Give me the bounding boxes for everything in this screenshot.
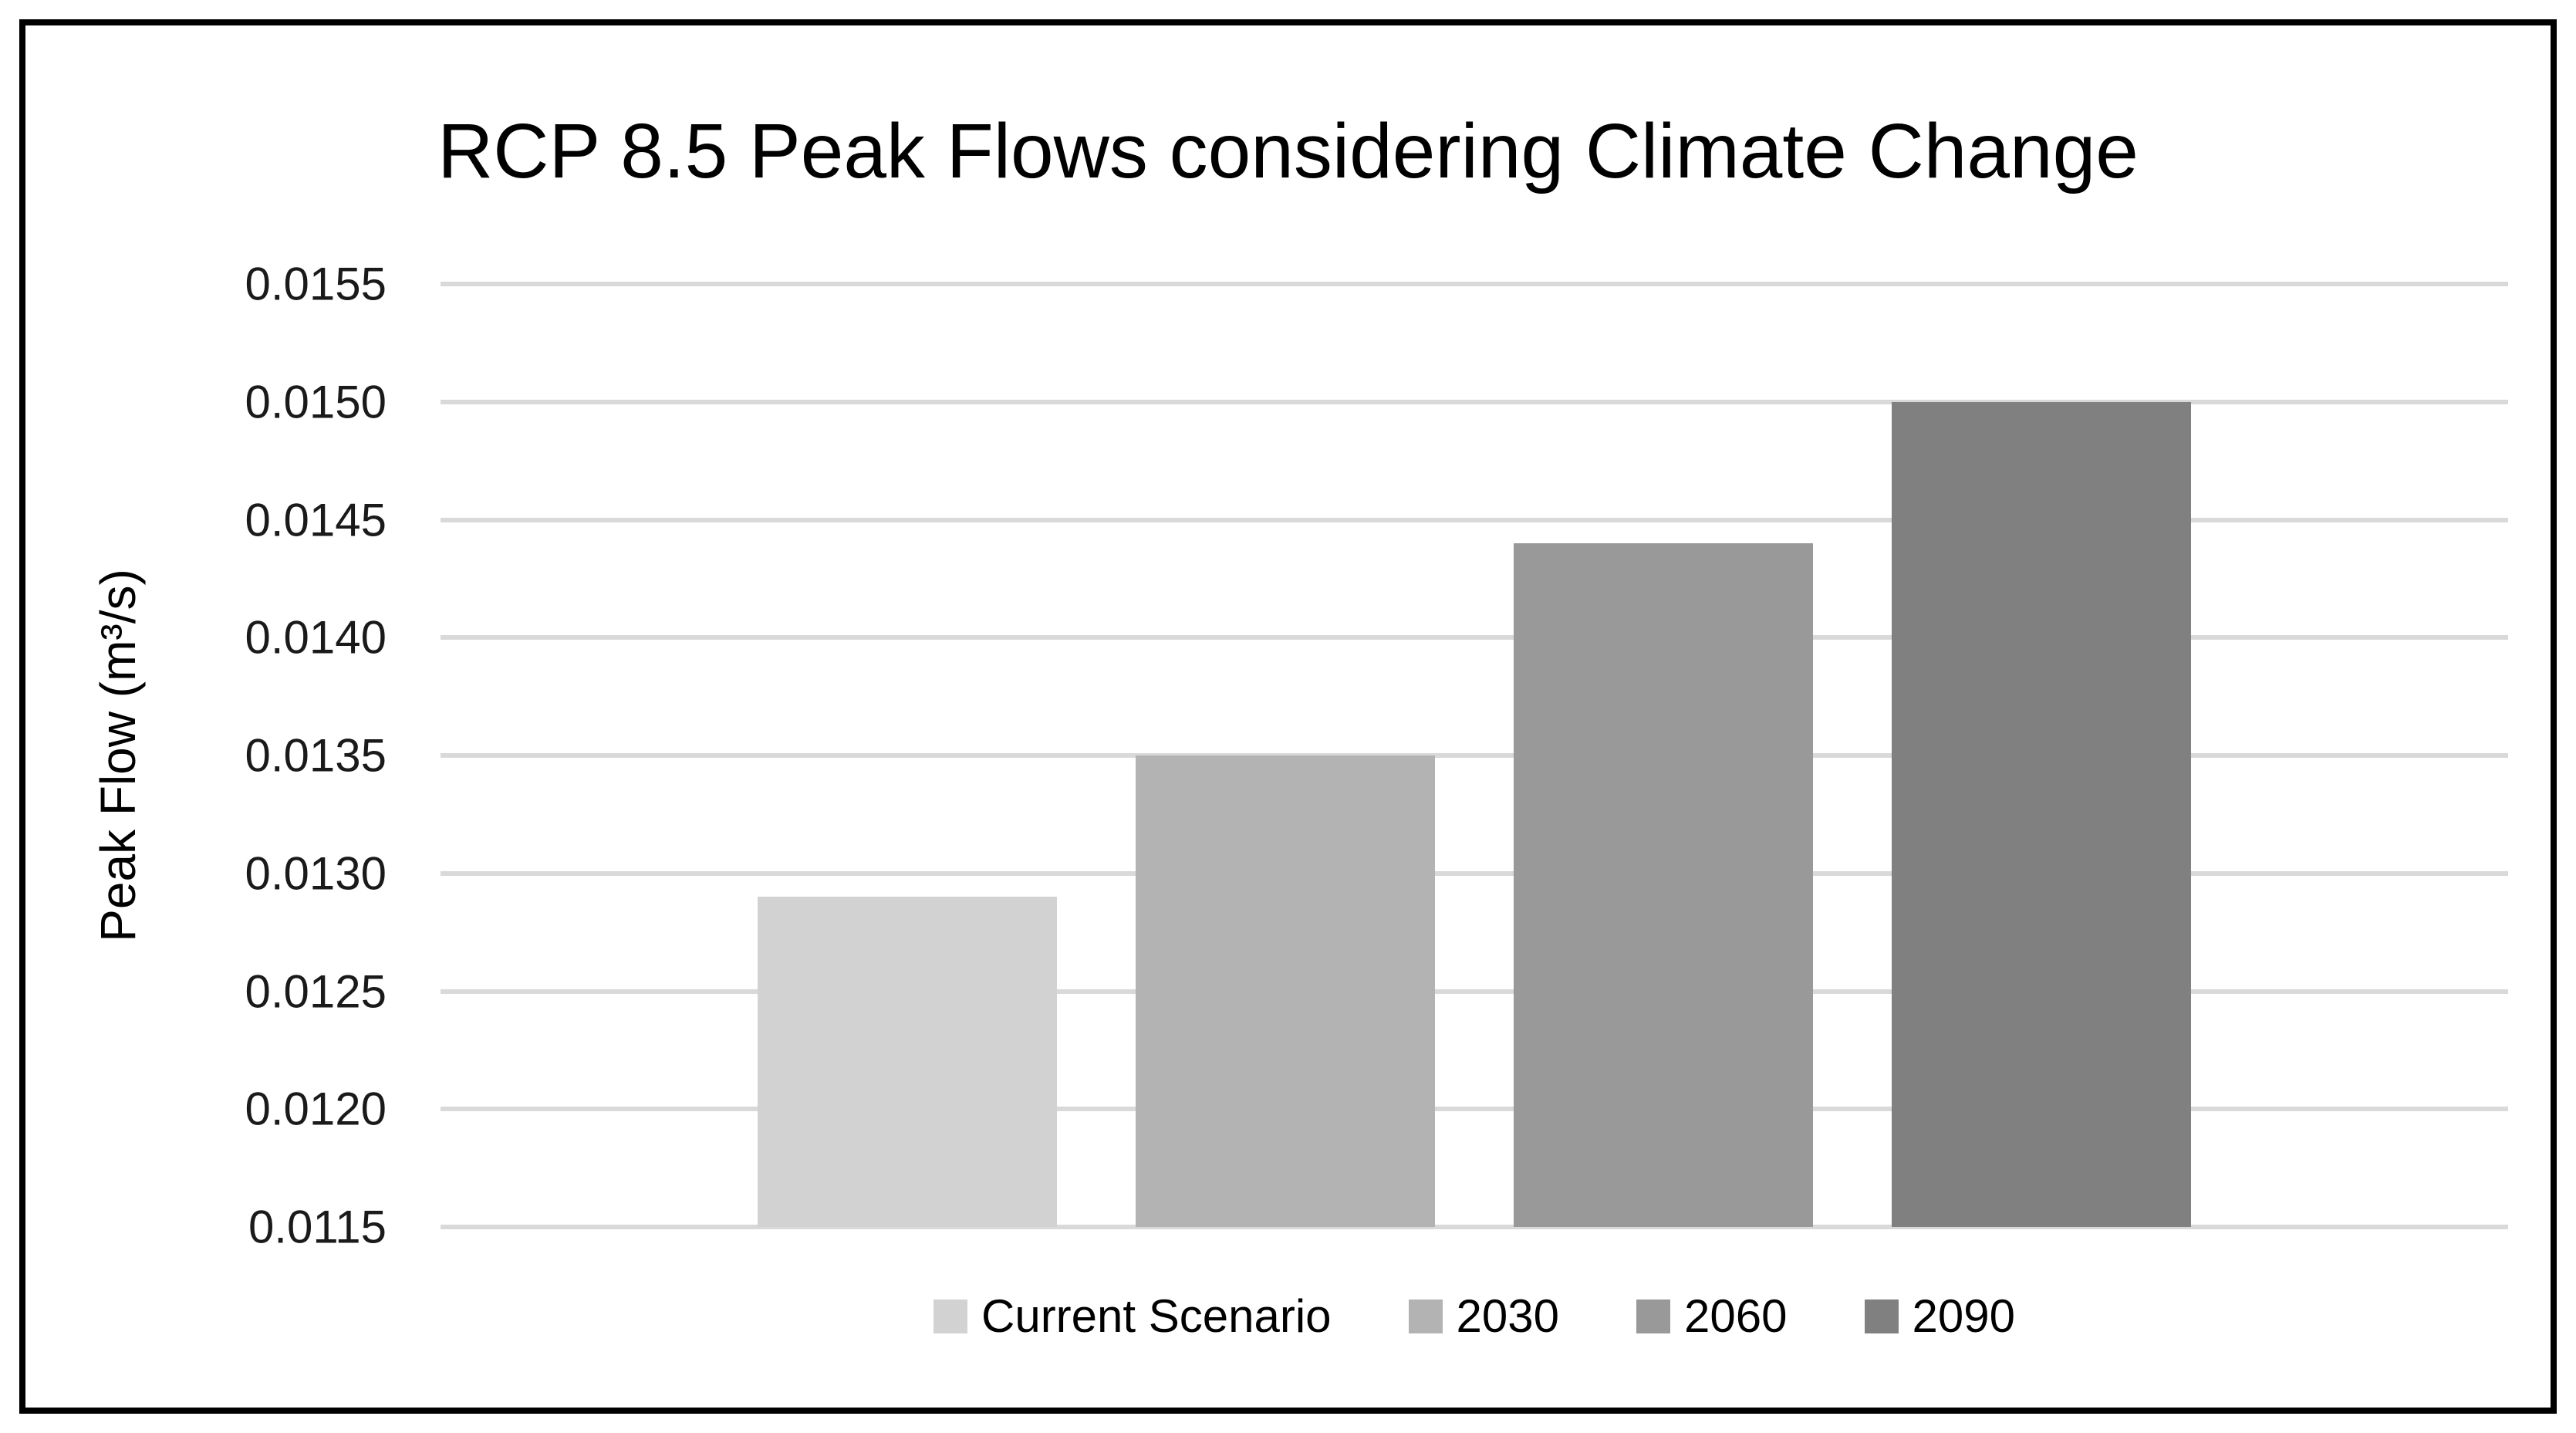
legend-item-2060: 2060 [1636,1289,1788,1343]
gridline [441,870,2508,876]
legend-item-current-scenario: Current Scenario [934,1289,1332,1343]
legend-label: 2090 [1912,1290,2015,1342]
y-axis-tick-labels: 0.0155 0.0150 0.0145 0.0140 0.0135 0.0130 0.01… [25,259,387,1253]
legend-label: 2060 [1684,1290,1788,1342]
legend: Current Scenario 2030 2060 2090 [441,1289,2508,1343]
y-tick-label: 0.0150 [245,376,387,428]
y-tick-label: 0.0140 [245,611,387,664]
y-tick-label: 0.0155 [245,258,387,310]
legend-label: 2030 [1456,1290,1560,1342]
gridline [441,1225,2508,1229]
gridline [441,635,2508,640]
y-tick-label: 0.0115 [248,1201,387,1253]
chart-title: RCP 8.5 Peak Flows considering Climate C… [437,108,2139,194]
legend-item-2030: 2030 [1408,1289,1560,1343]
gridline [441,1107,2508,1112]
gridline [441,989,2508,994]
y-tick-label: 0.0125 [245,965,387,1017]
chart-frame-border: RCP 8.5 Peak Flows considering Climate C… [19,19,2557,1414]
legend-swatch [934,1299,967,1333]
legend-label: Current Scenario [981,1290,1332,1342]
legend-swatch [1408,1299,1443,1333]
plot-area [441,282,2508,1229]
gridline [441,399,2508,404]
bars-layer [441,284,2508,1227]
legend-swatch [1864,1299,1899,1333]
y-tick-label: 0.0120 [245,1083,387,1135]
bar-2090 [1892,401,2191,1227]
gridline [441,753,2508,758]
bar-2060 [1514,543,1813,1227]
legend-swatch [1636,1299,1671,1333]
legend-item-2090: 2090 [1864,1289,2015,1343]
gridline [441,517,2508,522]
bar-current-scenario [758,897,1057,1227]
bar-2030 [1136,755,1435,1227]
gridline [441,282,2508,286]
y-tick-label: 0.0145 [245,494,387,546]
y-tick-label: 0.0130 [245,847,387,900]
y-tick-label: 0.0135 [245,729,387,782]
